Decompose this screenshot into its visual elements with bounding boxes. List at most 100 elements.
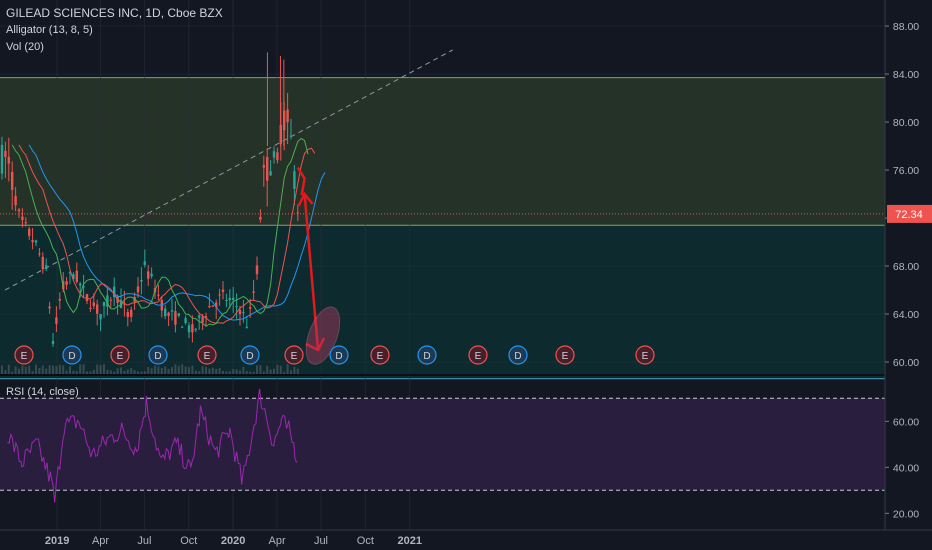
candle-body <box>106 295 109 307</box>
marker-label: D <box>514 351 521 362</box>
candle-body <box>140 279 143 282</box>
marker-circle <box>370 345 390 365</box>
pane-separator <box>0 374 932 376</box>
volume-bar <box>205 366 207 374</box>
alligator-jaw-line <box>28 144 326 321</box>
marker-label: D <box>68 351 75 362</box>
earnings-marker[interactable]: E <box>468 345 488 365</box>
dividend-marker[interactable]: D <box>417 345 437 365</box>
marker-circle <box>329 345 349 365</box>
candle-body <box>31 240 34 243</box>
volume-bar <box>116 368 119 374</box>
candle-body <box>4 150 7 157</box>
volume-bar <box>290 370 292 374</box>
volume-bar <box>38 367 41 374</box>
marker-circle <box>555 345 575 365</box>
rsi-tick-label: 60.00 <box>893 416 919 428</box>
earnings-marker[interactable]: E <box>197 345 217 365</box>
candle-body <box>201 316 204 323</box>
volume-bar <box>252 371 255 374</box>
volume-bar <box>266 365 269 374</box>
candle-body <box>119 299 123 308</box>
earnings-marker[interactable]: E <box>555 345 575 365</box>
marker-label: E <box>21 351 28 362</box>
volume-bar <box>225 371 228 374</box>
candle-body <box>82 286 85 288</box>
forecast-arrow <box>303 193 320 351</box>
time-tick-label: Apr <box>92 535 109 547</box>
time-tick-label: Apr <box>269 535 286 547</box>
volume-bar <box>269 369 272 374</box>
earnings-marker[interactable]: E <box>284 345 304 365</box>
candle-body <box>255 265 259 275</box>
current-price-badge <box>887 204 932 223</box>
candle-body <box>167 312 170 317</box>
candle-body <box>160 300 163 311</box>
dividend-marker[interactable]: D <box>240 345 260 365</box>
candle-body <box>184 318 187 323</box>
candle-body <box>126 312 129 317</box>
volume-bar <box>4 370 7 374</box>
volume-bar <box>235 369 238 374</box>
candle-body <box>262 165 265 168</box>
marker-label: E <box>204 351 211 362</box>
volume-legend[interactable]: Vol (20) <box>6 41 44 53</box>
volume-bar <box>276 364 279 374</box>
candle-body <box>218 294 221 296</box>
candle-body <box>198 315 201 318</box>
forecast-arrow-head-down <box>305 337 326 352</box>
volume-bar <box>218 368 221 374</box>
candle-body <box>238 310 242 315</box>
candle-body <box>11 171 14 190</box>
volume-bar <box>283 371 286 374</box>
dividend-marker[interactable]: D <box>329 345 349 365</box>
volume-bar <box>262 371 265 374</box>
upper-zone <box>0 77 885 226</box>
volume-bar <box>62 365 65 374</box>
volume-bar <box>222 371 224 374</box>
candle-body <box>211 305 214 307</box>
dividend-marker[interactable]: D <box>62 345 82 365</box>
candle-body <box>75 270 78 282</box>
volume-bar <box>286 364 289 374</box>
candle-body <box>28 228 31 237</box>
volume-bar <box>171 367 173 374</box>
rsi-legend[interactable]: RSI (14, close) <box>6 386 79 398</box>
candle-body <box>157 294 160 296</box>
volume-bar <box>103 364 105 374</box>
volume-bar <box>191 365 194 374</box>
earnings-marker[interactable]: E <box>635 345 655 365</box>
marker-label: E <box>475 351 482 362</box>
volume-bars <box>1 364 299 374</box>
candle-body <box>296 212 299 214</box>
candle-body <box>109 299 112 301</box>
candle-body <box>181 326 184 328</box>
current-price-value: 72.34 <box>895 209 923 221</box>
earnings-marker[interactable]: E <box>370 345 390 365</box>
volume-bar <box>181 364 184 374</box>
alligator-legend[interactable]: Alligator (13, 8, 5) <box>6 24 93 36</box>
earnings-marker[interactable]: E <box>14 345 34 365</box>
candle-body <box>289 135 293 137</box>
dividend-marker[interactable]: D <box>508 345 528 365</box>
candle-body <box>235 305 238 307</box>
candle-body <box>269 171 272 176</box>
volume-bar <box>133 370 136 374</box>
candle-body <box>208 306 211 308</box>
volume-bar <box>143 371 146 374</box>
price-tick-label: 80.00 <box>893 117 919 129</box>
volume-bar <box>140 371 143 374</box>
candle-body <box>85 293 89 301</box>
marker-label: D <box>423 351 430 362</box>
marker-label: D <box>154 351 161 362</box>
upper-background <box>0 0 885 78</box>
candle-body <box>147 271 150 279</box>
price-tick-label: 76.00 <box>893 165 919 177</box>
candle-body <box>102 301 106 307</box>
candle-body <box>150 273 153 277</box>
candle-body <box>164 308 167 317</box>
earnings-marker[interactable]: E <box>110 345 130 365</box>
dividend-marker[interactable]: D <box>148 345 168 365</box>
candle-body <box>72 274 75 279</box>
